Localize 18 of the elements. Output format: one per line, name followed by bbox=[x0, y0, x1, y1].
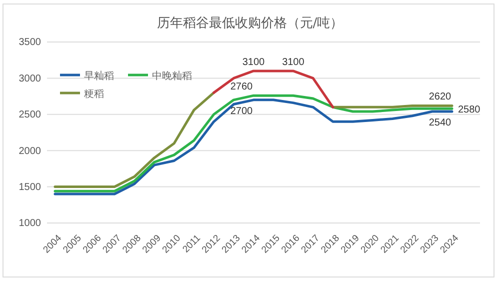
annotation: 2620 bbox=[428, 92, 452, 103]
annotation: 2760 bbox=[230, 82, 254, 93]
chart-title: 历年稻谷最低收购价格（元/吨） bbox=[156, 16, 344, 31]
y-tick-label: 3000 bbox=[18, 73, 42, 84]
annotation: 2540 bbox=[428, 118, 452, 129]
legend-label: 早籼稻 bbox=[84, 70, 114, 82]
y-tick-label: 2500 bbox=[18, 110, 42, 121]
legend-label: 中晚籼稻 bbox=[152, 70, 192, 82]
y-tick-label: 1500 bbox=[18, 182, 42, 193]
y-tick-label: 2000 bbox=[18, 146, 42, 157]
annotation: 3100 bbox=[282, 56, 305, 68]
annotation: 2700 bbox=[230, 106, 254, 117]
y-tick-label: 1000 bbox=[18, 218, 42, 230]
annotation: 2580 bbox=[458, 104, 481, 116]
line-series bbox=[212, 70, 334, 108]
y-tick-label: 3500 bbox=[18, 37, 42, 48]
legend-label: 粳稻 bbox=[84, 89, 104, 100]
annotation: 3100 bbox=[242, 56, 266, 68]
